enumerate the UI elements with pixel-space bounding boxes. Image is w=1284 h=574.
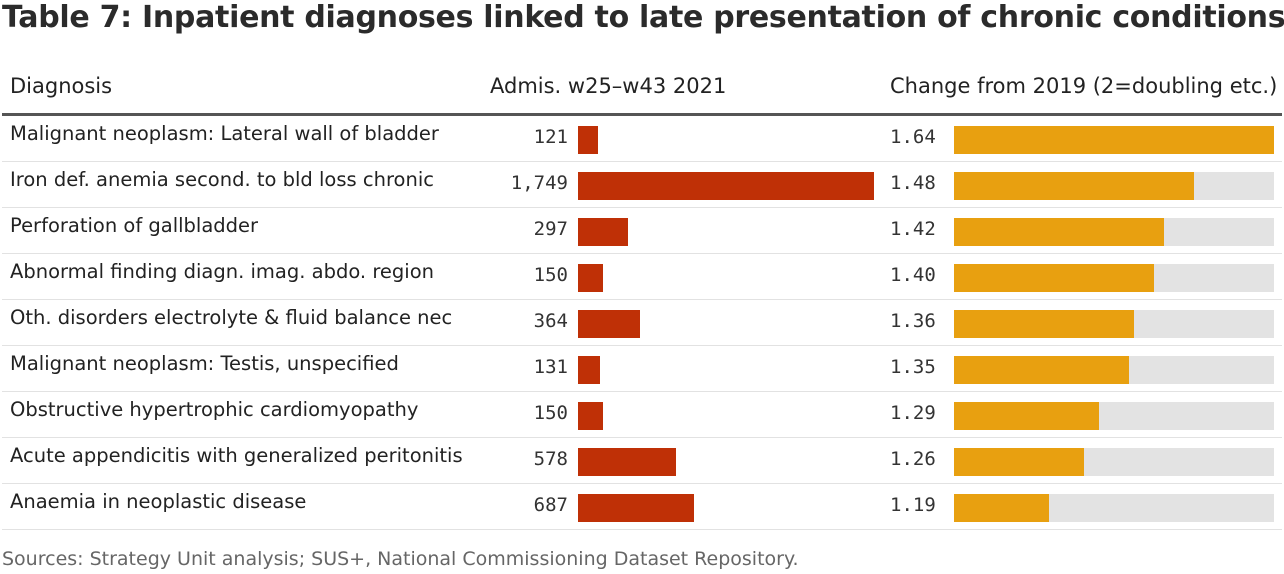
change-value-label: 1.26	[890, 448, 936, 470]
change-bar-track	[954, 310, 1274, 338]
change-value-label: 1.40	[890, 264, 936, 286]
change-bar	[954, 126, 1274, 154]
row-divider	[2, 437, 1282, 438]
admissions-bar	[578, 448, 676, 476]
admissions-value-label: 297	[533, 218, 568, 240]
table-row: Obstructive hypertrophic cardiomyopathy 1…	[2, 392, 1282, 438]
column-header-change: Change from 2019 (2=doubling etc.)	[890, 74, 1278, 98]
change-value-label: 1.29	[890, 402, 936, 424]
admissions-value-label: 364	[533, 310, 568, 332]
header-divider	[2, 113, 1282, 116]
admissions-bar	[578, 356, 601, 384]
row-divider	[2, 207, 1282, 208]
diagnosis-label: Acute appendicitis with generalized peri…	[10, 444, 463, 467]
change-bar	[954, 402, 1099, 430]
table-row: Iron def. anemia second. to bld loss chr…	[2, 162, 1282, 208]
table-row: Abnormal finding diagn. imag. abdo. regi…	[2, 254, 1282, 300]
change-value-label: 1.19	[890, 494, 936, 516]
diagnosis-label: Iron def. anemia second. to bld loss chr…	[10, 168, 434, 191]
diagnosis-label: Oth. disorders electrolyte & fluid balan…	[10, 306, 453, 329]
table-row: Oth. disorders electrolyte & fluid balan…	[2, 300, 1282, 346]
admissions-value-label: 121	[533, 126, 568, 148]
admissions-value-label: 578	[533, 448, 568, 470]
column-header-admissions: Admis. w25–w43 2021	[490, 74, 727, 98]
row-divider	[2, 483, 1282, 484]
diagnosis-label: Malignant neoplasm: Testis, unspecified	[10, 352, 399, 375]
source-note: Sources: Strategy Unit analysis; SUS+, N…	[2, 548, 799, 570]
admissions-value-label: 687	[533, 494, 568, 516]
change-bar-track	[954, 172, 1274, 200]
change-bar-track	[954, 126, 1274, 154]
row-divider	[2, 391, 1282, 392]
change-bar	[954, 448, 1084, 476]
change-bar-track	[954, 402, 1274, 430]
change-value-label: 1.42	[890, 218, 936, 240]
change-value-label: 1.64	[890, 126, 936, 148]
admissions-bar	[578, 494, 695, 522]
table-row: Perforation of gallbladder 297 1.42	[2, 208, 1282, 254]
admissions-bar	[578, 264, 604, 292]
row-divider	[2, 299, 1282, 300]
admissions-value-label: 1,749	[510, 172, 568, 194]
row-divider	[2, 529, 1282, 530]
change-value-label: 1.36	[890, 310, 936, 332]
admissions-value-label: 131	[533, 356, 568, 378]
diagnosis-label: Perforation of gallbladder	[10, 214, 259, 237]
change-bar-track	[954, 356, 1274, 384]
change-value-label: 1.48	[890, 172, 936, 194]
admissions-value-label: 150	[533, 402, 568, 424]
admissions-bar	[578, 402, 604, 430]
admissions-value-label: 150	[533, 264, 568, 286]
change-value-label: 1.35	[890, 356, 936, 378]
row-divider	[2, 161, 1282, 162]
change-bar-track	[954, 494, 1274, 522]
admissions-bar	[578, 126, 599, 154]
row-divider	[2, 253, 1282, 254]
table-row: Malignant neoplasm: Testis, unspecified 1…	[2, 346, 1282, 392]
diagnosis-label: Anaemia in neoplastic disease	[10, 490, 307, 513]
row-divider	[2, 345, 1282, 346]
table-row: Acute appendicitis with generalized peri…	[2, 438, 1282, 484]
change-bar	[954, 356, 1129, 384]
change-bar	[954, 172, 1194, 200]
change-bar	[954, 310, 1134, 338]
admissions-bar	[578, 172, 874, 200]
page-title: Table 7: Inpatient diagnoses linked to l…	[2, 0, 1284, 35]
table-row: Anaemia in neoplastic disease 687 1.19	[2, 484, 1282, 530]
change-bar-track	[954, 218, 1274, 246]
change-bar-track	[954, 448, 1274, 476]
admissions-bar	[578, 310, 640, 338]
diagnosis-label: Malignant neoplasm: Lateral wall of blad…	[10, 122, 439, 145]
diagnosis-label: Obstructive hypertrophic cardiomyopathy	[10, 398, 419, 421]
change-bar-track	[954, 264, 1274, 292]
column-header-diagnosis: Diagnosis	[10, 74, 113, 98]
change-bar	[954, 494, 1049, 522]
change-bar	[954, 264, 1154, 292]
diagnosis-label: Abnormal finding diagn. imag. abdo. regi…	[10, 260, 434, 283]
table-row: Malignant neoplasm: Lateral wall of blad…	[2, 116, 1282, 162]
admissions-bar	[578, 218, 629, 246]
change-bar	[954, 218, 1164, 246]
